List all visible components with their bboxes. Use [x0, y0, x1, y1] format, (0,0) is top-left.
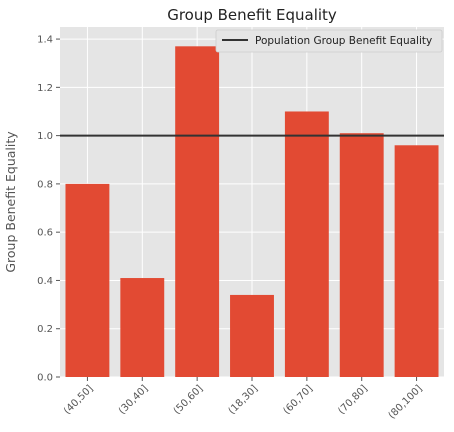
y-axis-ticks: 0.0 0.2 0.4 0.6 0.8 1.0 1.2 1.4 — [37, 35, 60, 384]
y-tick-label: 0.0 — [37, 373, 53, 384]
y-tick-label: 0.2 — [37, 324, 53, 335]
bar — [120, 278, 165, 377]
bar — [339, 133, 384, 377]
bar — [230, 294, 274, 377]
bar — [284, 111, 329, 377]
bar — [65, 183, 110, 377]
y-tick-label: 1.4 — [37, 35, 53, 46]
legend-box — [215, 29, 443, 53]
x-tick-label: (60,70] — [281, 383, 315, 417]
x-tick-label: (40,50] — [62, 383, 96, 417]
y-tick-label: 0.4 — [37, 276, 53, 287]
chart-title: Group Benefit Equality — [167, 6, 337, 24]
x-tick-label: (80,100] — [387, 383, 425, 421]
bar — [394, 145, 439, 377]
y-tick-label: 0.6 — [37, 228, 53, 239]
bar — [175, 46, 220, 378]
legend: Population Group Benefit Equality — [215, 29, 443, 53]
y-tick-label: 1.0 — [37, 131, 53, 142]
y-tick-label: 1.2 — [37, 83, 53, 94]
y-axis-label: Group Benefit Equality — [3, 131, 18, 273]
x-tick-label: (50,60] — [172, 383, 206, 417]
legend-label: Population Group Benefit Equality — [255, 35, 432, 47]
bars — [65, 46, 439, 378]
x-tick-label: (18,30] — [227, 383, 261, 417]
x-tick-label: (70,80] — [336, 383, 370, 417]
y-tick-label: 0.8 — [37, 179, 53, 190]
x-tick-label: (30,40] — [117, 383, 151, 417]
x-axis-ticks: (40,50] (30,40] (50,60] (18,30] (60,70] (70,8… — [62, 377, 425, 421]
